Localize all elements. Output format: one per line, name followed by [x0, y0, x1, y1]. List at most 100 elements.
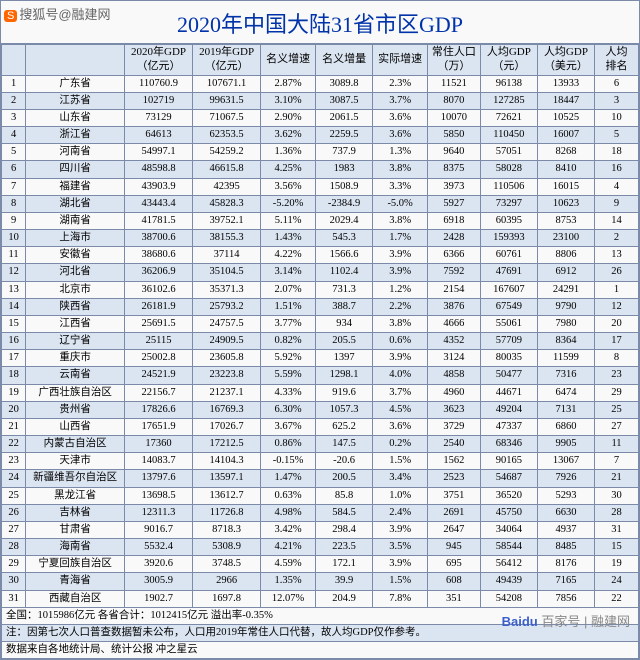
- col-header-1: [26, 45, 125, 76]
- cell: 625.2: [316, 418, 373, 435]
- col-header-9: 人均GDP（美元）: [537, 45, 594, 76]
- cell: 3.8%: [373, 161, 428, 178]
- cell: 青海省: [26, 573, 125, 590]
- cell: 3973: [428, 178, 481, 195]
- cell: 广东省: [26, 75, 125, 92]
- cell: 21: [2, 418, 26, 435]
- cell: 12311.3: [125, 504, 193, 521]
- cell: 1298.1: [316, 367, 373, 384]
- cell: 宁夏回族自治区: [26, 556, 125, 573]
- cell: 7: [2, 178, 26, 195]
- cell: 26181.9: [125, 298, 193, 315]
- cell: 2259.5: [316, 127, 373, 144]
- cell: 71067.5: [193, 109, 261, 126]
- col-header-10: 人均排名: [595, 45, 639, 76]
- cell: 48598.8: [125, 161, 193, 178]
- cell: 3.7%: [373, 92, 428, 109]
- cell: 吉林省: [26, 504, 125, 521]
- cell: 3876: [428, 298, 481, 315]
- cell: 30: [2, 573, 26, 590]
- cell: 17: [595, 333, 639, 350]
- cell: 3005.9: [125, 573, 193, 590]
- cell: 24521.9: [125, 367, 193, 384]
- cell: 54687: [480, 470, 537, 487]
- cell: 25115: [125, 333, 193, 350]
- cell: 甘肃省: [26, 521, 125, 538]
- table-row: 8湖北省43443.445828.3-5.20%-2384.9-5.0%5927…: [2, 195, 639, 212]
- cell: 3.9%: [373, 521, 428, 538]
- cell: 147.5: [316, 436, 373, 453]
- cell: 388.7: [316, 298, 373, 315]
- cell: 223.5: [316, 539, 373, 556]
- table-row: 30青海省3005.929661.35%39.91.5%608494397165…: [2, 573, 639, 590]
- cell: 56412: [480, 556, 537, 573]
- table-row: 17重庆市25002.823605.85.92%13973.9%31248003…: [2, 350, 639, 367]
- cell: 1.7%: [373, 230, 428, 247]
- cell: 919.6: [316, 384, 373, 401]
- cell: 11521: [428, 75, 481, 92]
- table-row: 6四川省48598.846615.84.25%19833.8%837558028…: [2, 161, 639, 178]
- cell: 25793.2: [193, 298, 261, 315]
- cell: 山东省: [26, 109, 125, 126]
- cell: 1983: [316, 161, 373, 178]
- cell: 27: [2, 521, 26, 538]
- cell: 2029.4: [316, 212, 373, 229]
- cell: 4352: [428, 333, 481, 350]
- cell: 23100: [537, 230, 594, 247]
- cell: 1902.7: [125, 590, 193, 607]
- cell: 0.86%: [261, 436, 316, 453]
- cell: 35104.5: [193, 264, 261, 281]
- cell: 15: [2, 315, 26, 332]
- cell: 3.6%: [373, 127, 428, 144]
- table-row: 27甘肃省9016.78718.33.42%298.43.9%264734064…: [2, 521, 639, 538]
- cell: 584.5: [316, 504, 373, 521]
- cell: 4.59%: [261, 556, 316, 573]
- cell: 4960: [428, 384, 481, 401]
- cell: 9640: [428, 144, 481, 161]
- cell: 110450: [480, 127, 537, 144]
- cell: 1.51%: [261, 298, 316, 315]
- cell: 29: [2, 556, 26, 573]
- col-header-5: 名义增量: [316, 45, 373, 76]
- footer-cell: 数据来自各地统计局、统计公报 冲之星云: [2, 642, 639, 659]
- cell: 28: [595, 504, 639, 521]
- cell: 13797.6: [125, 470, 193, 487]
- cell: 8718.3: [193, 521, 261, 538]
- cell: 172.1: [316, 556, 373, 573]
- table-row: 10上海市38700.638155.31.43%545.31.7%2428159…: [2, 230, 639, 247]
- cell: 7131: [537, 401, 594, 418]
- cell: 12: [2, 264, 26, 281]
- cell: 14: [595, 212, 639, 229]
- cell: 737.9: [316, 144, 373, 161]
- cell: 11599: [537, 350, 594, 367]
- cell: 7.8%: [373, 590, 428, 607]
- cell: -20.6: [316, 453, 373, 470]
- cell: 167607: [480, 281, 537, 298]
- cell: -0.15%: [261, 453, 316, 470]
- cell: 2540: [428, 436, 481, 453]
- cell: 3.8%: [373, 212, 428, 229]
- cell: 14083.7: [125, 453, 193, 470]
- cell: 4858: [428, 367, 481, 384]
- cell: 22: [2, 436, 26, 453]
- cell: 14: [2, 298, 26, 315]
- cell: 2154: [428, 281, 481, 298]
- table-row: 20贵州省17826.616769.36.30%1057.34.5%362349…: [2, 401, 639, 418]
- cell: 80035: [480, 350, 537, 367]
- cell: 58544: [480, 539, 537, 556]
- cell: 山西省: [26, 418, 125, 435]
- cell: 36520: [480, 487, 537, 504]
- cell: 7592: [428, 264, 481, 281]
- cell: 23223.8: [193, 367, 261, 384]
- cell: 2.2%: [373, 298, 428, 315]
- table-row: 4浙江省6461362353.53.62%2259.53.6%585011045…: [2, 127, 639, 144]
- table-row: 24新疆维吾尔自治区13797.613597.11.47%200.53.4%25…: [2, 470, 639, 487]
- cell: 24909.5: [193, 333, 261, 350]
- cell: 1.35%: [261, 573, 316, 590]
- cell: 110506: [480, 178, 537, 195]
- cell: 8268: [537, 144, 594, 161]
- cell: 1566.6: [316, 247, 373, 264]
- cell: 11726.8: [193, 504, 261, 521]
- cell: 3.9%: [373, 350, 428, 367]
- cell: 23605.8: [193, 350, 261, 367]
